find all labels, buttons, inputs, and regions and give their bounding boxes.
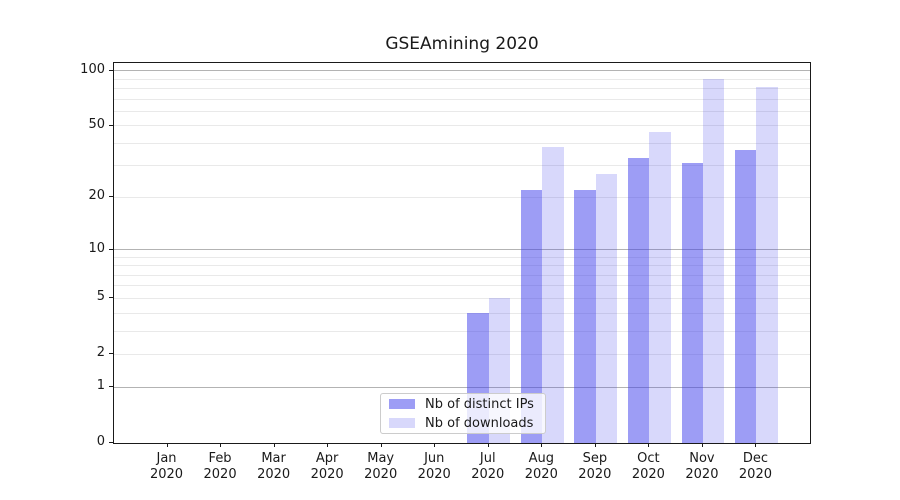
bar-downloads-nov [702, 79, 725, 443]
x-tick-mark [487, 443, 489, 447]
gridline-major [114, 386, 810, 388]
bar-distinct-ips-dec [735, 149, 757, 443]
bar-distinct-ips-sep [574, 190, 596, 443]
legend-row-distinct-ips: Nb of distinct IPs [389, 397, 537, 412]
legend-swatch-downloads [389, 418, 415, 428]
gridline-major [114, 249, 810, 251]
x-tick-mark [380, 443, 382, 447]
x-tick-mark [220, 443, 222, 447]
y-tick-mark [109, 386, 113, 388]
x-tick-label: Jul 2020 [471, 451, 505, 482]
x-tick-mark [755, 443, 757, 447]
gridline-minor [114, 125, 810, 127]
x-tick-mark [166, 443, 168, 447]
x-tick-label: Nov 2020 [685, 451, 719, 482]
x-tick-mark [541, 443, 543, 447]
x-tick-label: Apr 2020 [310, 451, 344, 482]
y-tick-label: 50 [88, 116, 105, 132]
gridline-minor [114, 256, 810, 258]
gridline-minor [114, 87, 810, 89]
x-tick-mark [648, 443, 650, 447]
y-tick-mark [109, 297, 113, 299]
plot-area: Nb of distinct IPs Nb of downloads [113, 62, 811, 444]
y-tick-mark [109, 69, 113, 71]
y-tick-label: 5 [96, 289, 105, 305]
bar-distinct-ips-oct [627, 158, 650, 443]
gridline-minor [114, 265, 810, 267]
y-tick-mark [109, 353, 113, 355]
y-tick-label: 0 [96, 434, 105, 449]
y-tick-mark [109, 248, 113, 250]
x-tick-label: Jun 2020 [417, 451, 451, 482]
x-tick-mark [273, 443, 275, 447]
gridline-minor [114, 165, 810, 167]
x-tick-mark [434, 443, 436, 447]
gridline-minor [114, 297, 810, 299]
x-tick-label: Jan 2020 [149, 451, 184, 482]
y-tick-label: 2 [96, 345, 105, 361]
gridline-minor [114, 285, 810, 287]
x-tick-label: Feb 2020 [203, 451, 237, 482]
gridline-minor [114, 98, 810, 100]
x-tick-label: May 2020 [364, 451, 398, 482]
y-tick-mark [109, 196, 113, 198]
x-tick-mark [594, 443, 596, 447]
bar-distinct-ips-aug [520, 190, 543, 443]
x-tick-label: Oct 2020 [631, 451, 665, 482]
x-tick-label: Sep 2020 [578, 451, 612, 482]
y-tick-label: 10 [88, 240, 105, 256]
bar-downloads-aug [542, 147, 564, 443]
bar-downloads-dec [756, 87, 778, 443]
gridline-minor [114, 312, 810, 314]
legend-swatch-distinct-ips [389, 399, 415, 409]
x-tick-label: Mar 2020 [257, 451, 291, 482]
bar-distinct-ips-nov [681, 163, 703, 443]
chart-title: GSEAmining 2020 [385, 34, 539, 54]
x-tick-mark [701, 443, 703, 447]
y-tick-mark [109, 442, 113, 443]
gridline-major [114, 70, 810, 72]
y-tick-label: 100 [80, 61, 105, 77]
gridline-minor [114, 274, 810, 276]
x-tick-label: Aug 2020 [524, 451, 558, 482]
bar-downloads-oct [649, 132, 671, 443]
legend-label-distinct-ips: Nb of distinct IPs [425, 396, 534, 412]
y-tick-label: 1 [96, 378, 105, 394]
gridline-minor [114, 110, 810, 112]
x-tick-label: Dec 2020 [738, 451, 772, 482]
y-tick-mark [109, 124, 113, 126]
gridline-minor [114, 353, 810, 355]
y-tick-label: 20 [88, 188, 105, 204]
gridline-minor [114, 78, 810, 80]
x-tick-mark [327, 443, 329, 447]
legend-label-downloads: Nb of downloads [425, 415, 534, 431]
gridline-minor [114, 330, 810, 332]
bar-downloads-sep [595, 174, 618, 443]
legend: Nb of distinct IPs Nb of downloads [380, 393, 546, 434]
legend-row-downloads: Nb of downloads [389, 416, 537, 431]
gridline-minor [114, 196, 810, 198]
gridline-minor [114, 142, 810, 144]
